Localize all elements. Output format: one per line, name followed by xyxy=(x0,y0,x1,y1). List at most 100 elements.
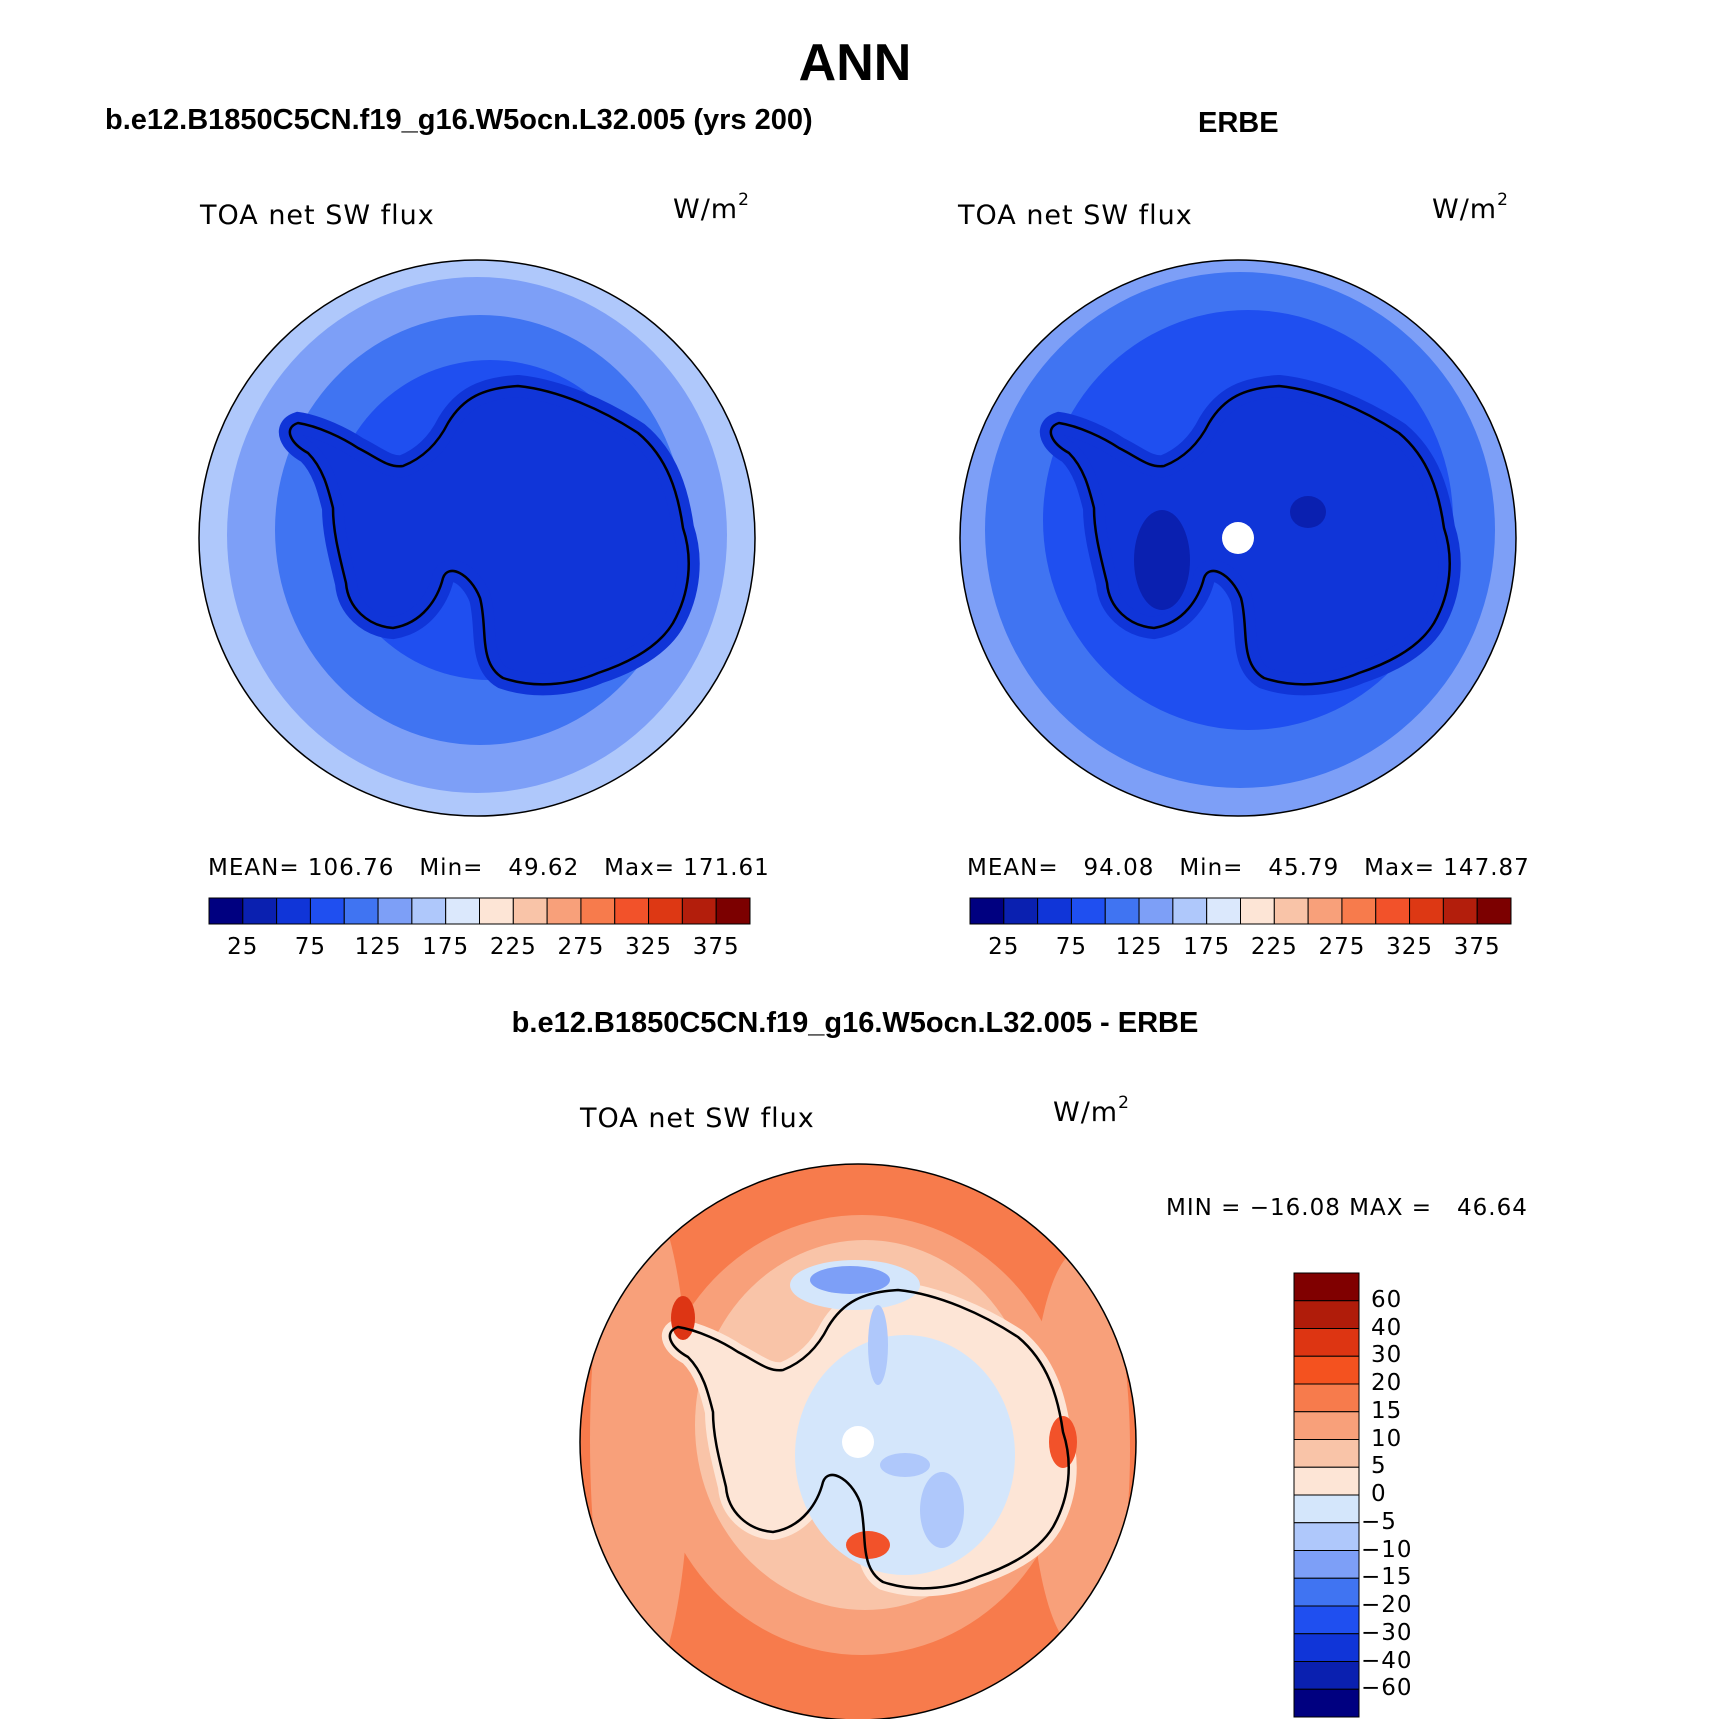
colorbar-swatch xyxy=(580,897,616,925)
colorbar-swatch xyxy=(1442,897,1478,925)
colorbar-tick-label: −15 xyxy=(1361,1564,1413,1591)
contour-fill xyxy=(1134,510,1190,610)
colorbar-tick-label: 60 xyxy=(1371,1286,1403,1313)
panel-model-variable: TOA net SW flux xyxy=(200,200,435,231)
contour-fill xyxy=(810,1266,890,1294)
colorbar-swatch xyxy=(681,897,717,925)
contour-fill xyxy=(920,1472,964,1548)
colorbar-tick-label: 15 xyxy=(1371,1397,1403,1424)
units-exponent: 2 xyxy=(1118,1093,1130,1113)
pole-hole xyxy=(1222,522,1254,554)
min-label: Min= xyxy=(419,855,484,881)
colorbar-swatch xyxy=(1293,1550,1360,1579)
contour-fill xyxy=(846,1531,890,1559)
colorbar-swatch xyxy=(1206,897,1241,925)
colorbar-model xyxy=(208,897,751,925)
map-diff-polar xyxy=(579,1163,1137,1719)
colorbar-swatch xyxy=(1293,1328,1360,1357)
colorbar-swatch xyxy=(1104,897,1140,925)
colorbar-tick-label: 5 xyxy=(1371,1453,1387,1480)
colorbar-swatch xyxy=(1293,1300,1360,1329)
colorbar-swatch xyxy=(614,897,650,925)
colorbar-swatch xyxy=(1240,897,1275,925)
max-label: Max= xyxy=(604,855,675,881)
panel-diff-units: W/m2 xyxy=(1053,1093,1130,1128)
map-boundary xyxy=(579,1163,1137,1719)
colorbar-swatch xyxy=(1341,897,1377,925)
colorbar-tick-label: 225 xyxy=(489,934,537,960)
units-text: W/m xyxy=(673,194,739,225)
colorbar-swatch xyxy=(411,897,447,925)
colorbar-swatch xyxy=(1293,1383,1360,1413)
panel-model-units: W/m2 xyxy=(673,190,750,225)
figure-title: ANN xyxy=(798,34,912,92)
colorbar-swatch xyxy=(1293,1605,1360,1635)
colorbar-obs xyxy=(969,897,1512,925)
colorbar-tick-label: −10 xyxy=(1361,1536,1413,1563)
panel-diff-minmax: MIN = −16.08 MAX = 46.64 xyxy=(1166,1195,1528,1221)
colorbar-tick-label: 40 xyxy=(1371,1314,1403,1341)
colorbar-tick-label: 20 xyxy=(1371,1370,1403,1396)
colorbar-tick-label: 10 xyxy=(1371,1425,1403,1452)
panel-model-stats: MEAN= 106.76 Min= 49.62 Max= 171.61 xyxy=(208,855,770,881)
colorbar-tick-label: 75 xyxy=(294,934,327,960)
colorbar-tick-label: 125 xyxy=(1115,934,1163,960)
colorbar-swatch xyxy=(1070,897,1106,925)
colorbar-swatch xyxy=(1293,1411,1360,1440)
contour-fill xyxy=(590,1190,690,1690)
colorbar-tick-label: 325 xyxy=(625,934,673,960)
colorbar-swatch xyxy=(1293,1494,1360,1524)
colorbar-swatch xyxy=(445,897,480,925)
colorbar-diff xyxy=(1293,1272,1360,1718)
mean-label: MEAN= xyxy=(208,855,300,881)
colorbar-tick-label: 25 xyxy=(227,934,259,960)
colorbar-swatch xyxy=(1037,897,1072,925)
pole-hole xyxy=(842,1426,874,1458)
min-value: 49.62 xyxy=(508,855,580,881)
colorbar-swatch xyxy=(479,897,514,925)
colorbar-swatch xyxy=(1138,897,1174,925)
units-exponent: 2 xyxy=(738,190,750,210)
contour-fill xyxy=(671,1296,695,1340)
max-value: 147.87 xyxy=(1443,855,1530,881)
colorbar-swatch xyxy=(648,897,683,925)
panel-model-title: b.e12.B1850C5CN.f19_g16.W5ocn.L32.005 (y… xyxy=(105,104,813,136)
colorbar-swatch xyxy=(512,897,548,925)
colorbar-swatch xyxy=(1307,897,1343,925)
colorbar-swatch xyxy=(276,897,311,925)
units-exponent: 2 xyxy=(1497,190,1509,210)
colorbar-swatch xyxy=(1293,1577,1360,1607)
colorbar-swatch xyxy=(1293,1522,1360,1551)
colorbar-tick-label: 375 xyxy=(1453,934,1501,960)
colorbar-swatch xyxy=(1003,897,1039,925)
colorbar-tick-label: 25 xyxy=(988,934,1020,960)
colorbar-tick-label: 125 xyxy=(354,934,402,960)
mean-value: 106.76 xyxy=(307,855,395,881)
contour-fill xyxy=(1049,1416,1077,1468)
panel-obs-title: ERBE xyxy=(1198,107,1279,139)
mean-label: MEAN= xyxy=(967,855,1059,881)
colorbar-tick-label: 275 xyxy=(557,934,605,960)
colorbar-swatch xyxy=(377,897,413,925)
colorbar-tick-label: 0 xyxy=(1371,1481,1387,1507)
colorbar-swatch xyxy=(1293,1633,1360,1662)
colorbar-tick-label: −20 xyxy=(1361,1592,1413,1618)
colorbar-swatch xyxy=(546,897,582,925)
colorbar-tick-label: −5 xyxy=(1361,1508,1397,1535)
colorbar-swatch xyxy=(1293,1439,1360,1468)
colorbar-swatch xyxy=(1293,1661,1360,1690)
panel-obs-variable: TOA net SW flux xyxy=(958,200,1193,231)
panel-diff-title: b.e12.B1850C5CN.f19_g16.W5ocn.L32.005 - … xyxy=(511,1007,1199,1039)
colorbar-swatch xyxy=(1409,897,1444,925)
panel-obs-units: W/m2 xyxy=(1432,190,1509,225)
map-boundary xyxy=(959,259,1517,817)
colorbar-tick-label: −60 xyxy=(1361,1675,1413,1702)
colorbar-swatch xyxy=(208,897,244,925)
colorbar-swatch xyxy=(715,897,751,925)
colorbar-tick-label: 175 xyxy=(422,934,470,960)
colorbar-swatch xyxy=(1293,1688,1360,1718)
min-value: 45.79 xyxy=(1268,855,1340,881)
colorbar-swatch xyxy=(1172,897,1208,925)
colorbar-swatch xyxy=(1375,897,1411,925)
colorbar-tick-label: 75 xyxy=(1055,934,1088,960)
